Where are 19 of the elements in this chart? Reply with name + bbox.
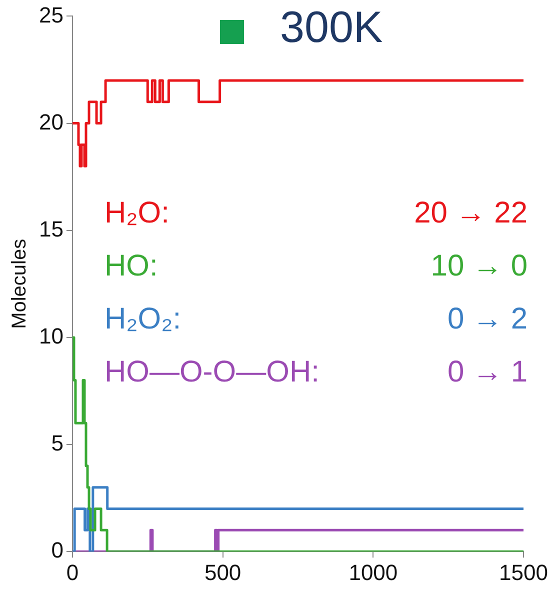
annotation: 10 → 0 <box>430 250 528 283</box>
annotation: 0 → 2 <box>447 302 528 336</box>
text: H₂O₂: <box>104 302 182 336</box>
chart-title: 300K <box>280 3 383 52</box>
y-tick-label: 20 <box>38 109 64 134</box>
x-tick-label: 1500 <box>499 560 548 585</box>
x-tick-label: 500 <box>204 560 242 585</box>
annotation: 0 → 1 <box>447 356 528 389</box>
text: HO—O-O—OH: <box>104 356 320 389</box>
y-axis-title: Molecules <box>8 238 31 329</box>
y-tick-label: 5 <box>51 430 64 456</box>
y-tick-label: 0 <box>51 538 64 563</box>
y-tick-label: 25 <box>38 2 64 28</box>
text: HO: <box>104 250 158 283</box>
y-tick-label: 10 <box>38 324 64 349</box>
y-tick-label: 15 <box>38 216 64 242</box>
annotation: 20 → 22 <box>414 196 528 230</box>
series-label: H₂O: <box>104 196 170 230</box>
x-tick-label: 1000 <box>348 560 398 585</box>
